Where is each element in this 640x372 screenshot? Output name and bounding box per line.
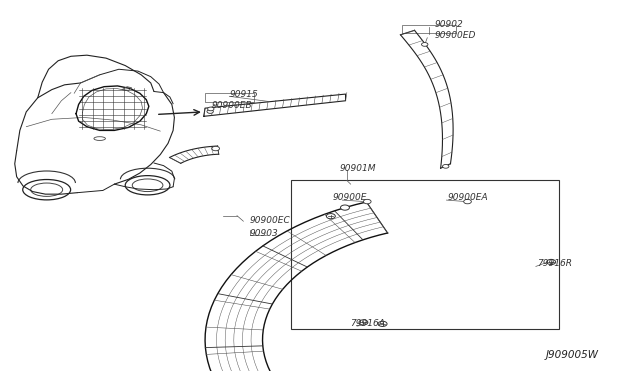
Circle shape (359, 320, 368, 325)
Text: 90900EB: 90900EB (211, 101, 252, 110)
Text: 79916A: 79916A (351, 320, 385, 328)
Text: 90903: 90903 (250, 228, 278, 238)
Bar (205, 93, 253, 102)
Text: 90900EA: 90900EA (448, 193, 488, 202)
Circle shape (547, 259, 556, 264)
Text: 90915: 90915 (229, 90, 258, 99)
Circle shape (340, 205, 349, 210)
Text: 79916R: 79916R (537, 259, 572, 268)
Circle shape (364, 199, 371, 204)
Text: 90902: 90902 (435, 20, 464, 29)
Circle shape (207, 107, 214, 111)
Circle shape (212, 146, 220, 151)
Text: 90900EC: 90900EC (250, 216, 291, 225)
Text: 90900E: 90900E (333, 193, 367, 202)
Text: 90901M: 90901M (339, 164, 376, 173)
Circle shape (464, 199, 471, 204)
Circle shape (442, 164, 449, 168)
Text: J909005W: J909005W (546, 350, 599, 360)
Circle shape (378, 321, 387, 327)
Circle shape (326, 214, 335, 219)
Circle shape (422, 42, 428, 46)
Bar (291, 180, 559, 329)
Bar (402, 25, 456, 33)
Text: 90900ED: 90900ED (435, 31, 476, 41)
Circle shape (207, 110, 213, 113)
